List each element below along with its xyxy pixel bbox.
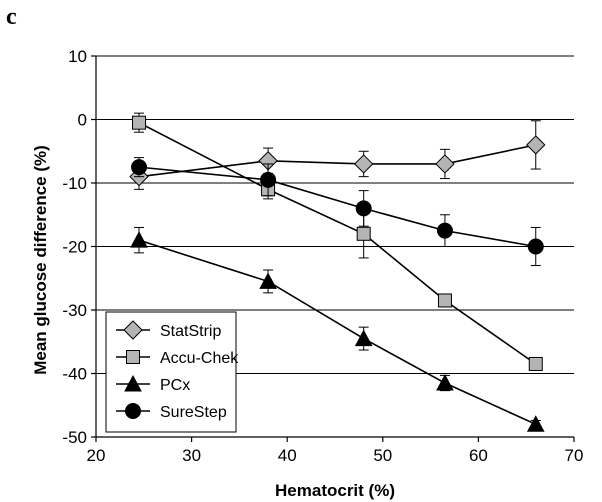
- data-point: [437, 293, 452, 308]
- x-tick-label: 70: [565, 446, 584, 465]
- panel-label: c: [6, 4, 17, 30]
- data-point: [526, 135, 546, 155]
- data-point: [528, 356, 543, 371]
- axes: [91, 55, 575, 442]
- data-point: [259, 272, 277, 289]
- series-pcx: [130, 226, 545, 432]
- x-axis-title: Hematocrit (%): [275, 481, 395, 500]
- data-point: [527, 238, 544, 255]
- y-axis-title: Mean glucose difference (%): [31, 145, 50, 375]
- x-tick-label: 40: [278, 446, 297, 465]
- legend-marker: [123, 320, 143, 340]
- y-tick-label: 0: [78, 111, 87, 130]
- data-point: [132, 115, 147, 130]
- x-tick-label: 20: [87, 446, 106, 465]
- y-tick-label: 10: [68, 47, 87, 66]
- legend-marker: [125, 403, 141, 419]
- legend-label: SureStep: [160, 404, 227, 421]
- y-tick-label: -30: [62, 301, 87, 320]
- series-line: [138, 144, 536, 178]
- data-point: [356, 226, 371, 241]
- x-tick-label: 60: [469, 446, 488, 465]
- data-point: [436, 373, 454, 391]
- y-tick-label: -50: [62, 428, 87, 447]
- x-tick-label: 50: [373, 446, 392, 465]
- data-point: [353, 154, 374, 174]
- series-statstrip: [129, 120, 546, 190]
- legend: StatStrip Accu-Chek PCx SureStep: [105, 311, 239, 433]
- legend-label: StatStrip: [160, 323, 221, 340]
- data-point: [260, 171, 277, 188]
- data-point: [130, 231, 148, 248]
- y-tick-label: -40: [62, 365, 87, 384]
- data-point: [436, 222, 453, 239]
- y-tick-label: -20: [62, 238, 87, 257]
- data-point: [435, 154, 455, 174]
- series-surestep: [131, 157, 544, 267]
- series-layer: [129, 112, 546, 432]
- x-tick-label: 30: [182, 446, 201, 465]
- legend-marker: [124, 374, 142, 392]
- legend-label: Accu-Chek: [160, 350, 239, 367]
- data-point: [355, 200, 372, 217]
- y-tick-label: -10: [62, 174, 87, 193]
- legend-marker: [126, 350, 140, 364]
- data-point: [354, 329, 373, 347]
- data-point: [526, 415, 545, 432]
- data-point: [131, 159, 148, 176]
- series-line: [138, 166, 536, 248]
- legend-label: PCx: [160, 377, 190, 394]
